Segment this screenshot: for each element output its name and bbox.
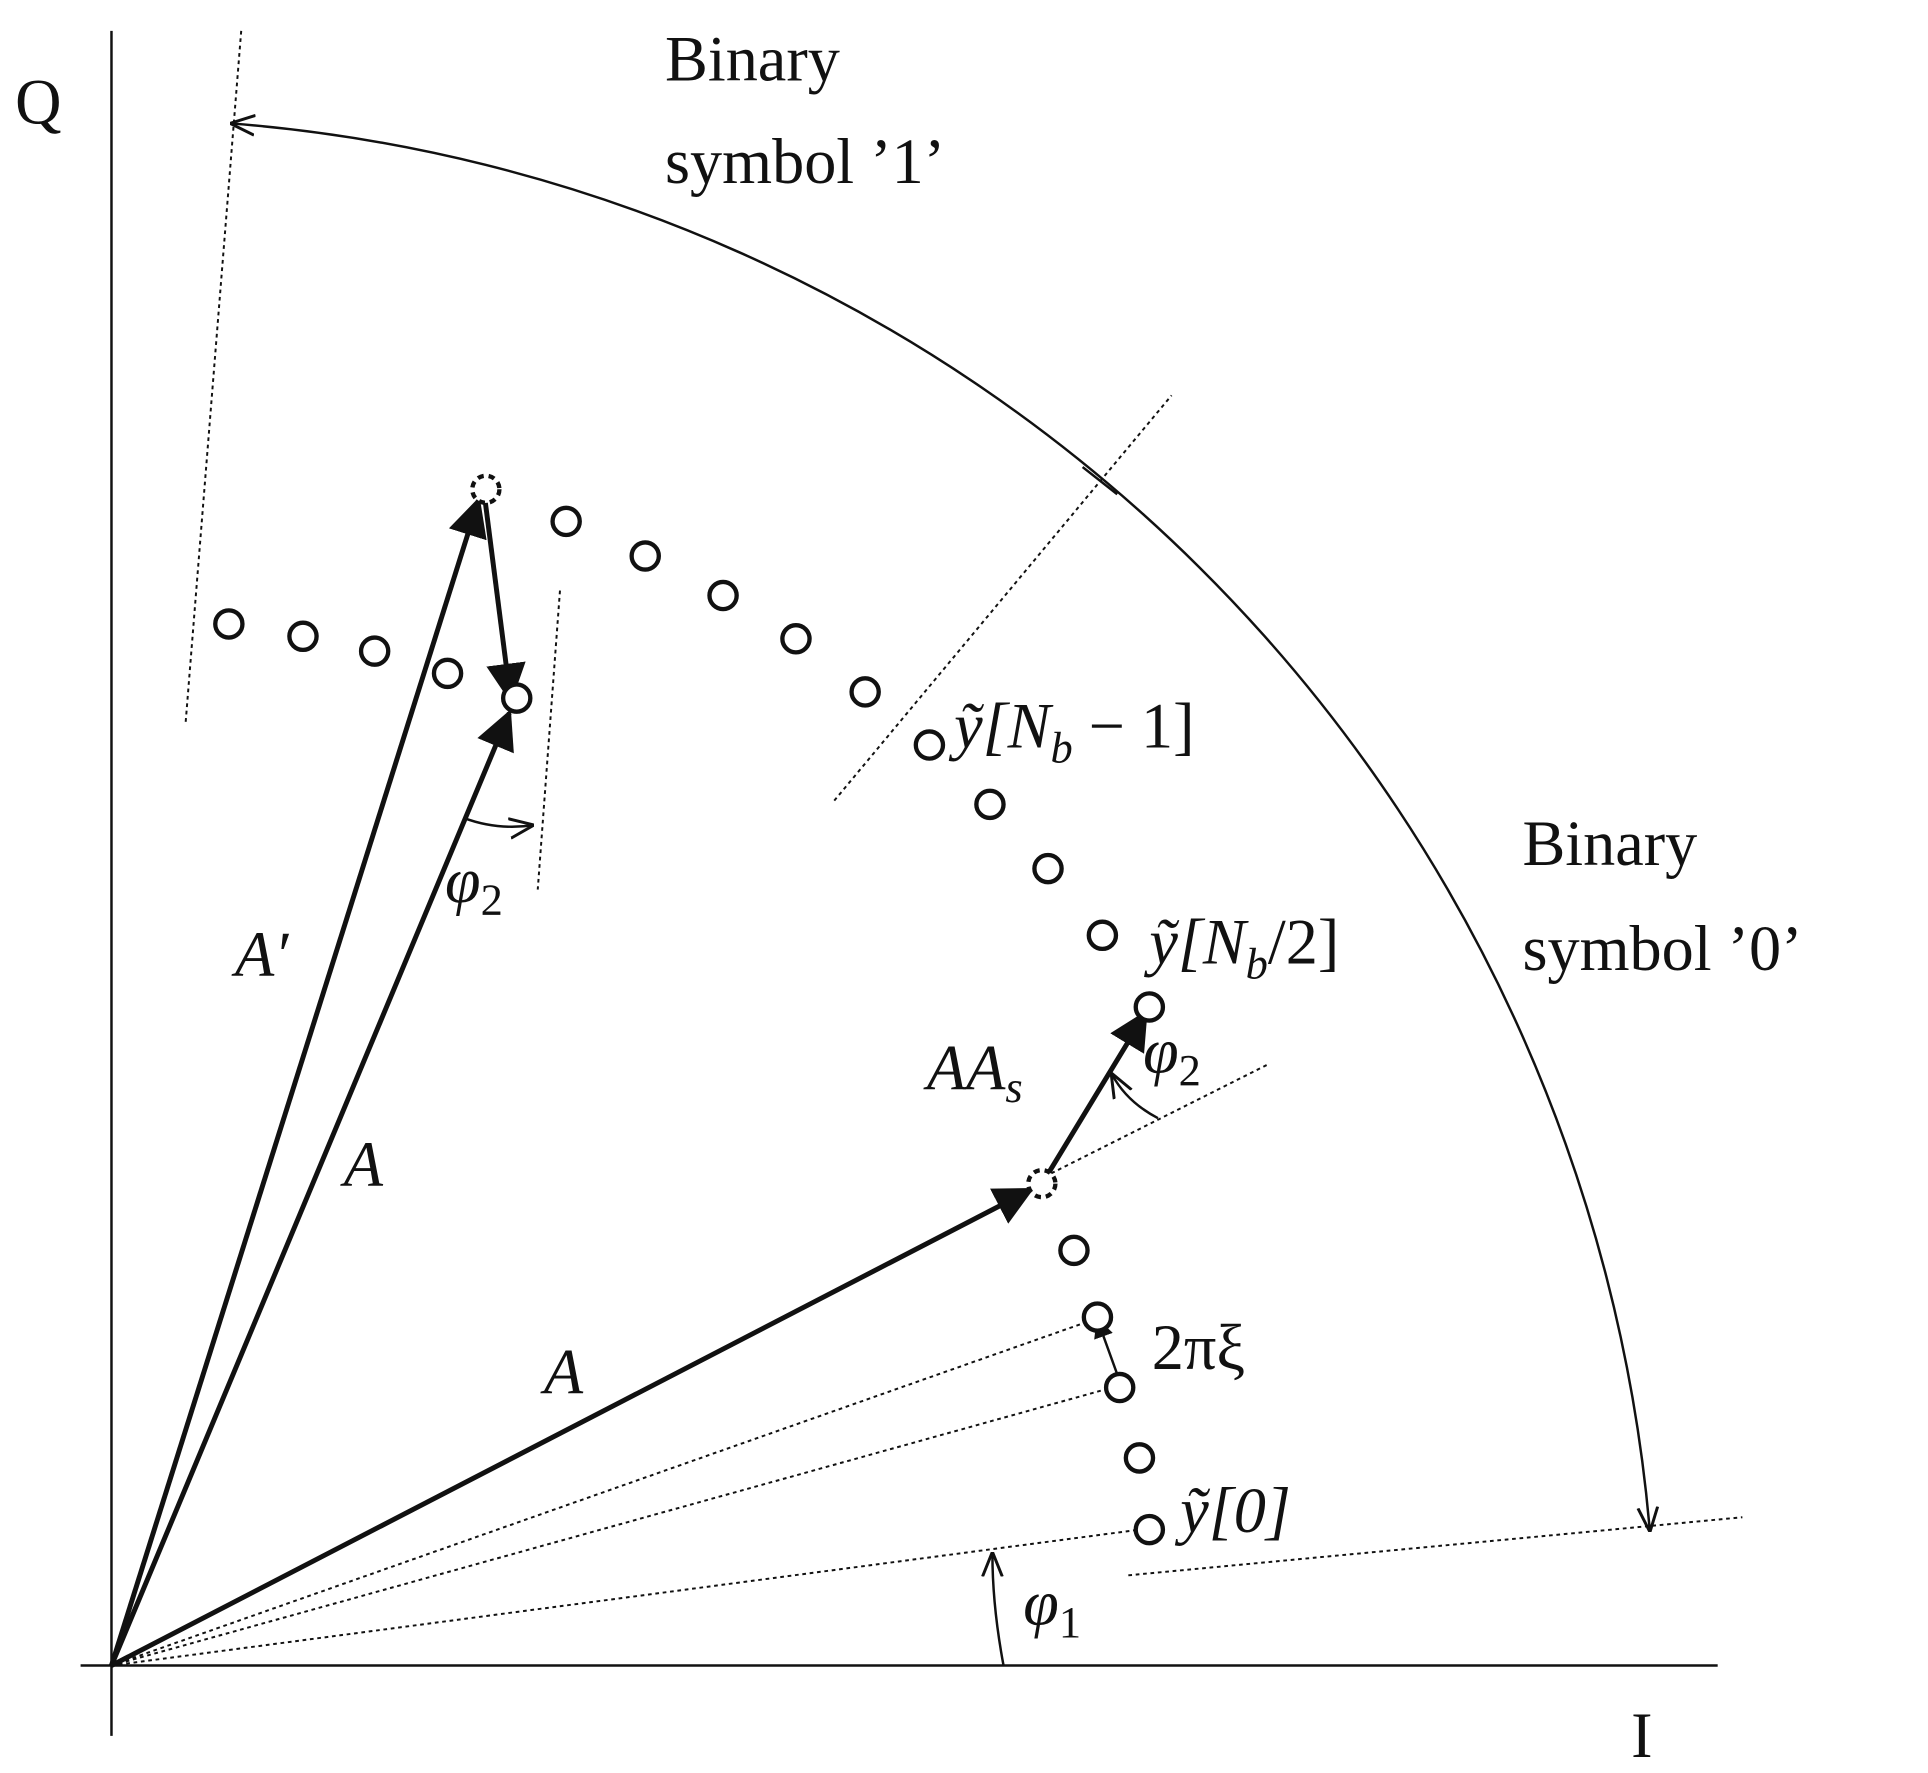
axis-label: I <box>1631 1700 1652 1771</box>
angle-label: φ2 <box>1143 1015 1201 1094</box>
angle-arc <box>463 816 532 827</box>
label-part: b <box>1246 939 1268 989</box>
sample <box>1133 991 1166 1023</box>
decision-arc <box>233 124 1650 1530</box>
region-label: symbol ’0’ <box>1522 913 1802 984</box>
ray <box>1037 1064 1268 1181</box>
label-part: b <box>1050 722 1072 772</box>
vector-label: A <box>540 1337 584 1408</box>
vector <box>109 496 487 1667</box>
ray <box>111 1318 1095 1667</box>
sample <box>974 788 1006 821</box>
sample <box>358 635 391 667</box>
vector-label: A <box>340 1129 384 1200</box>
label-part: 2 <box>1179 1045 1201 1095</box>
sample <box>780 623 812 655</box>
sample <box>1123 1442 1156 1474</box>
label-part: φ <box>1143 1015 1179 1086</box>
ray <box>536 590 561 890</box>
sample <box>1133 1513 1166 1546</box>
sample <box>1058 1234 1090 1267</box>
sample <box>1103 1371 1136 1404</box>
guides <box>111 30 1743 1667</box>
axis-label: Q <box>15 67 61 138</box>
sample <box>849 676 881 708</box>
labels: Q I Binary symbol ’1’ Binary symbol ’0’ … <box>15 23 1802 1771</box>
samples <box>213 473 1166 1546</box>
label-part: AA <box>923 1033 1006 1104</box>
tick <box>1081 466 1118 496</box>
sample <box>707 579 739 612</box>
label-part: 1 <box>1059 1597 1081 1647</box>
boundary-line <box>1128 1516 1743 1577</box>
ray <box>111 1386 1113 1667</box>
label-part: /2] <box>1268 907 1339 978</box>
vector-label: A′ <box>231 919 289 990</box>
boundary-line <box>184 30 243 723</box>
label-part: φ <box>445 845 481 916</box>
vector <box>109 709 514 1667</box>
vectors <box>109 496 1148 1668</box>
label-part: ỹ[N <box>1143 907 1249 978</box>
angle-arc <box>992 1554 1005 1666</box>
decision-line <box>833 394 1173 802</box>
offset-label: 2πξ <box>1152 1312 1245 1383</box>
sample-label: ỹ[0] <box>1174 1475 1291 1546</box>
label-part: − 1] <box>1073 691 1195 762</box>
sample <box>1032 852 1064 885</box>
angle-label: φ1 <box>1023 1568 1081 1647</box>
virtual-sample <box>1026 1167 1058 1200</box>
region-label: Binary <box>665 23 840 94</box>
sample <box>1086 919 1119 952</box>
region-label: symbol ’1’ <box>665 126 945 197</box>
label-part: φ <box>1023 1568 1059 1639</box>
label-part: 2 <box>481 874 503 924</box>
sample <box>431 657 464 690</box>
sample-label: ỹ[Nb/2] <box>1143 907 1339 989</box>
label-part: s <box>1005 1062 1022 1112</box>
sample <box>287 620 319 653</box>
sample-label: ỹ[Nb − 1] <box>948 691 1194 773</box>
angle-label: φ2 <box>445 845 503 924</box>
region-label: Binary <box>1522 808 1697 879</box>
sample <box>500 682 533 714</box>
axes <box>80 30 1718 1736</box>
vector-label: AAs <box>923 1033 1023 1112</box>
virtual-sample <box>470 473 502 506</box>
sample <box>629 540 661 572</box>
vector <box>482 496 526 704</box>
vector <box>1042 1009 1148 1182</box>
sample <box>550 505 582 538</box>
sample <box>213 608 245 640</box>
angle-arc <box>1112 1075 1159 1120</box>
sample <box>913 729 946 761</box>
vector <box>110 1187 1035 1668</box>
label-part: ỹ[N <box>948 691 1054 762</box>
sample <box>1081 1301 1114 1333</box>
